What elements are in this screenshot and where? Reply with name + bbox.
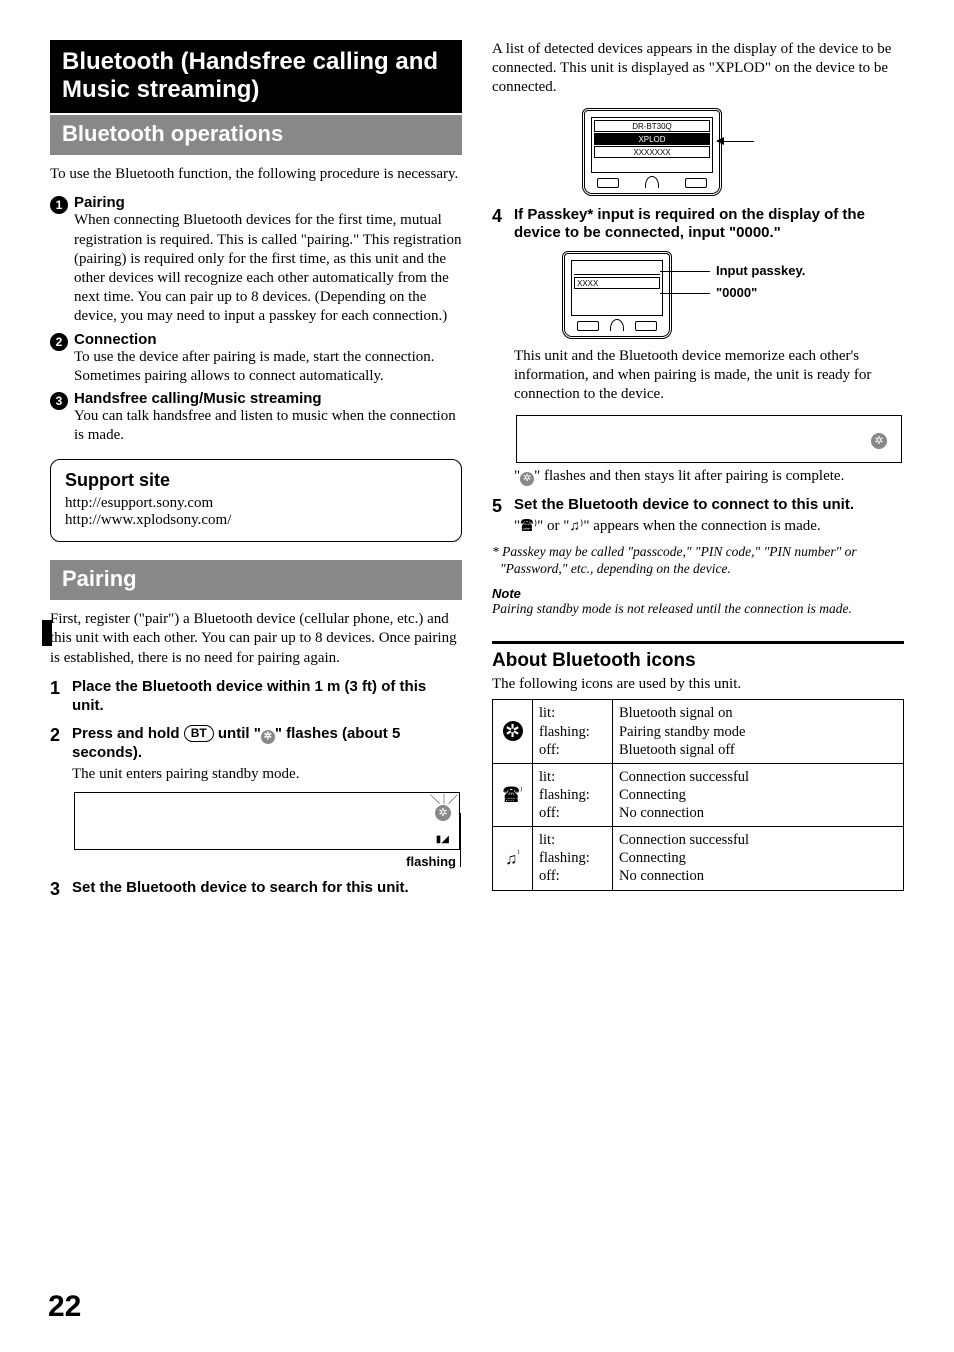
flashing-label: flashing [72, 854, 456, 869]
overview-title: Connection [74, 331, 462, 348]
phone-list-item: XXXXXXX [594, 146, 710, 158]
step-number: 5 [492, 496, 514, 536]
phone-list-item-selected: XPLOD [594, 133, 710, 145]
text-fragment: " appears when the connection is made. [583, 518, 820, 534]
step3-result-text: A list of detected devices appears in th… [492, 40, 904, 98]
step-title: Press and hold BT until "✲" flashes (abo… [72, 725, 462, 763]
icons-heading: About Bluetooth icons [492, 650, 904, 672]
phone-blank-line [574, 290, 660, 298]
leader-line [460, 813, 461, 867]
note-text: Pairing standby mode is not released unt… [492, 601, 904, 618]
step-title: Set the Bluetooth device to connect to t… [514, 496, 904, 515]
step-item: 5 Set the Bluetooth device to connect to… [492, 496, 904, 536]
annotation-text: Input passkey. [716, 263, 805, 278]
bluetooth-icon: ✲ [493, 700, 533, 763]
circled-number-icon: 2 [50, 333, 68, 351]
icon-meanings: Connection successful Connecting No conn… [613, 827, 904, 890]
support-box: Support site http://esupport.sony.com ht… [50, 459, 462, 542]
icon-states: lit: flashing: off: [533, 827, 613, 890]
icon-meanings: Bluetooth signal on Pairing standby mode… [613, 700, 904, 763]
section-rule [492, 641, 904, 644]
phone-figure: DR-BT30Q XPLOD XXXXXXX [582, 108, 722, 196]
signal-icon: ▮◢ [436, 834, 449, 845]
section-heading-main: Bluetooth (Handsfree calling and Music s… [50, 40, 462, 113]
bt-button-icon: BT [184, 725, 214, 742]
support-title: Support site [65, 470, 447, 491]
icon-states: lit: flashing: off: [533, 700, 613, 763]
table-row: 🖀⁾ lit: flashing: off: Connection succes… [493, 763, 904, 826]
support-url: http://www.xplodsony.com/ [65, 512, 447, 529]
step4-result-text: This unit and the Bluetooth device memor… [514, 347, 904, 405]
step-item: 3 Set the Bluetooth device to search for… [50, 879, 462, 900]
step-number: 2 [50, 725, 72, 869]
section-heading-sub: Bluetooth operations [50, 115, 462, 155]
page-content: Bluetooth (Handsfree calling and Music s… [0, 0, 954, 920]
bluetooth-icon: ✲ [871, 430, 887, 449]
overview-text: When connecting Bluetooth devices for th… [74, 211, 462, 326]
note-label: Note [492, 586, 904, 601]
step-title: Place the Bluetooth device within 1 m (3… [72, 678, 462, 716]
handset-signal-icon: 🖀⁾ [493, 763, 533, 826]
text-fragment: " [514, 468, 520, 484]
page-edge-tab [42, 620, 52, 646]
phone-list-item: DR-BT30Q [594, 120, 710, 132]
leader-line [660, 293, 710, 294]
text-fragment: " or " [537, 518, 569, 534]
left-column: Bluetooth (Handsfree calling and Music s… [50, 40, 462, 900]
step-text-fragment: Press and hold [72, 725, 184, 742]
overview-title: Pairing [74, 194, 462, 211]
step-item: 1 Place the Bluetooth device within 1 m … [50, 678, 462, 716]
handset-signal-icon: 🖀⁾ [520, 519, 537, 534]
circled-number-icon: 1 [50, 196, 68, 214]
icon-states: lit: flashing: off: [533, 763, 613, 826]
step-item: 4 If Passkey* input is required on the d… [492, 206, 904, 244]
icon-meanings: Connection successful Connecting No conn… [613, 763, 904, 826]
overview-text: You can talk handsfree and listen to mus… [74, 407, 462, 445]
right-column: A list of detected devices appears in th… [492, 40, 904, 900]
circled-number-icon: 3 [50, 392, 68, 410]
leader-line [660, 271, 710, 272]
page-number: 22 [48, 1290, 81, 1324]
table-row: ♫⁾ lit: flashing: off: Connection succes… [493, 827, 904, 890]
bluetooth-icon: ✲ [520, 472, 534, 486]
icons-table: ✲ lit: flashing: off: Bluetooth signal o… [492, 699, 904, 890]
audio-signal-icon: ♫⁾ [569, 519, 583, 534]
step-text-fragment: until " [214, 725, 261, 742]
step-title: Set the Bluetooth device to search for t… [72, 879, 462, 898]
overview-item: 1 Pairing When connecting Bluetooth devi… [50, 194, 462, 326]
annotation-text: "0000" [716, 285, 757, 300]
footnote-text: * Passkey may be called "passcode," "PIN… [492, 544, 904, 578]
bt-flash-text: "✲" flashes and then stays lit after pai… [514, 467, 904, 486]
phone-blank-line [574, 263, 660, 273]
step-number: 3 [50, 879, 72, 900]
overview-title: Handsfree calling/Music streaming [74, 390, 462, 407]
icons-intro: The following icons are used by this uni… [492, 676, 904, 693]
section-heading-pairing: Pairing [50, 560, 462, 600]
bluetooth-icon: ✲ [261, 730, 275, 744]
step-number: 1 [50, 678, 72, 716]
intro-text: To use the Bluetooth function, the follo… [50, 165, 462, 184]
bluetooth-icon: ✲ [435, 799, 451, 821]
overview-item: 3 Handsfree calling/Music streaming You … [50, 390, 462, 445]
table-row: ✲ lit: flashing: off: Bluetooth signal o… [493, 700, 904, 763]
overview-text: To use the device after pairing is made,… [74, 348, 462, 386]
phone-input-line: XXXX [574, 277, 660, 289]
step-subtext: "🖀⁾" or "♫⁾" appears when the connection… [514, 517, 904, 536]
step-item: 2 Press and hold BT until "✲" flashes (a… [50, 725, 462, 869]
step-number: 4 [492, 206, 514, 244]
phone-figure: XXXX Input passkey. "0000" [562, 251, 712, 339]
unit-display-figure: ＼｜／ ✲ ▮◢ [74, 792, 460, 850]
step-subtext: The unit enters pairing standby mode. [72, 765, 462, 784]
text-fragment: " flashes and then stays lit after pairi… [534, 468, 844, 484]
support-url: http://esupport.sony.com [65, 495, 447, 512]
pairing-intro: First, register ("pair") a Bluetooth dev… [50, 610, 462, 668]
audio-signal-icon: ♫⁾ [493, 827, 533, 890]
unit-display-figure: ✲ [516, 415, 902, 463]
step-title: If Passkey* input is required on the dis… [514, 206, 904, 244]
overview-item: 2 Connection To use the device after pai… [50, 331, 462, 386]
